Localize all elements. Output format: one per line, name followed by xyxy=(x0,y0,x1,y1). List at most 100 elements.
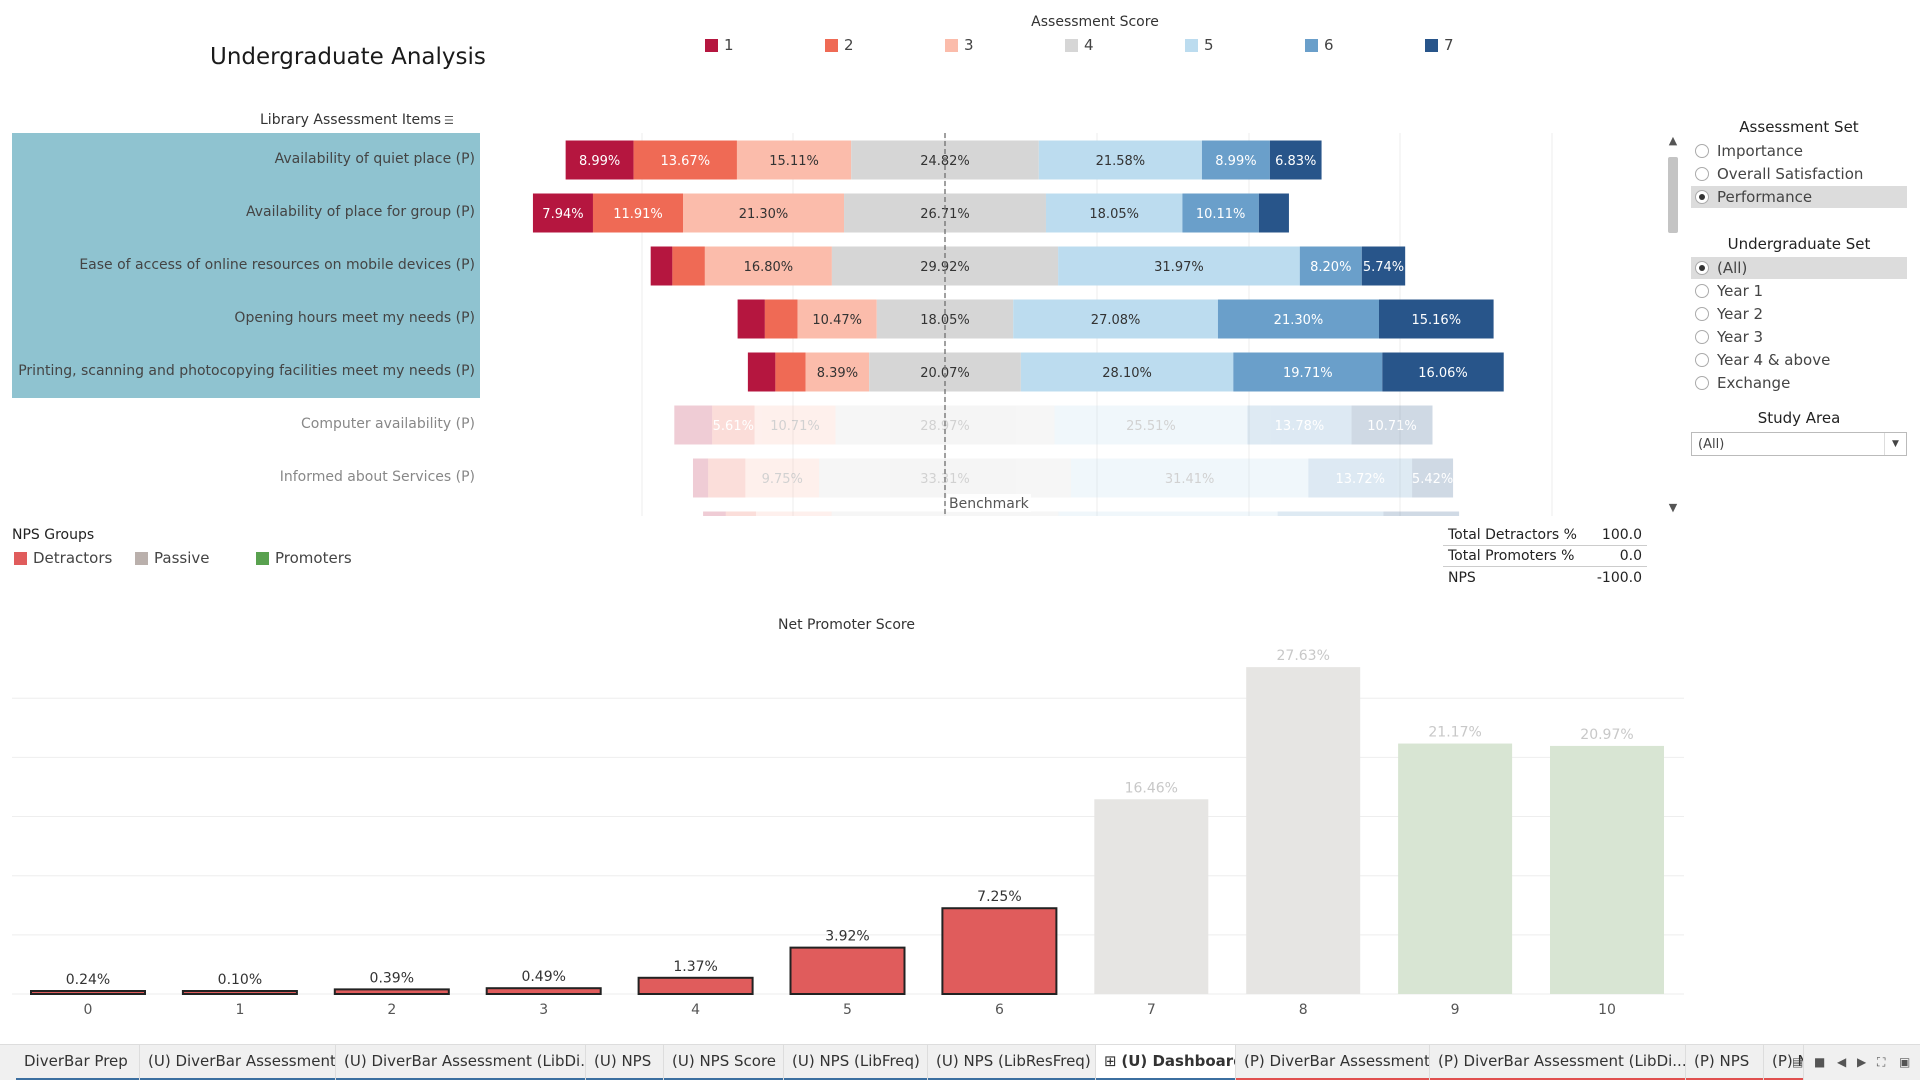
item-label[interactable]: Printing, scanning and photocopying faci… xyxy=(18,363,475,379)
radio-button[interactable] xyxy=(1695,261,1709,275)
nps-group-legend-item[interactable]: Passive xyxy=(135,549,209,567)
diverging-segment[interactable]: 13.67% xyxy=(633,140,737,180)
diverging-segment[interactable]: 15.16% xyxy=(1378,299,1494,339)
chart-scrollbar[interactable]: ▲ ▼ xyxy=(1664,133,1682,516)
diverging-segment[interactable] xyxy=(1277,511,1384,517)
tab-prev-icon[interactable]: ◀ xyxy=(1837,1055,1847,1069)
diverging-segment[interactable]: 7.94% xyxy=(532,193,593,233)
nps-bar[interactable]: 16.46% xyxy=(1094,780,1209,994)
presentation-icon[interactable]: ▣ xyxy=(1899,1055,1911,1069)
nps-bar[interactable]: 0.39% xyxy=(333,970,450,996)
chevron-down-icon[interactable]: ▼ xyxy=(1884,433,1906,455)
diverging-segment[interactable] xyxy=(1383,511,1460,517)
nps-bar[interactable]: 0.24% xyxy=(30,972,146,995)
diverging-segment[interactable]: 18.05% xyxy=(1045,193,1183,233)
diverging-segment[interactable]: 31.41% xyxy=(1070,458,1309,498)
score-legend-item[interactable]: 6 xyxy=(1305,36,1334,54)
diverging-segment[interactable]: 8.39% xyxy=(805,352,870,392)
nps-group-legend-item[interactable]: Detractors xyxy=(14,549,112,567)
item-label[interactable]: Computer availability (P) xyxy=(301,416,475,432)
sheet-tab[interactable]: DiverBar Prep xyxy=(16,1045,140,1080)
diverging-segment[interactable] xyxy=(672,246,705,286)
tab-grid-icon[interactable]: ■ xyxy=(1814,1055,1826,1069)
score-legend-item[interactable]: 4 xyxy=(1065,36,1094,54)
scroll-thumb[interactable] xyxy=(1668,157,1678,233)
diverging-segment[interactable]: 21.30% xyxy=(683,193,845,233)
radio-option[interactable]: Year 2 xyxy=(1691,303,1907,325)
diverging-segment[interactable]: 16.80% xyxy=(704,246,832,286)
diverging-segment[interactable]: 28.10% xyxy=(1020,352,1234,392)
nps-bar[interactable]: 0.10% xyxy=(181,972,298,995)
diverging-segment[interactable]: 10.71% xyxy=(754,405,836,445)
nps-bar[interactable]: 3.92% xyxy=(789,929,906,996)
scroll-up-icon[interactable]: ▲ xyxy=(1668,134,1678,147)
diverging-segment[interactable]: 5.74% xyxy=(1361,246,1406,286)
sheet-tab[interactable]: (P) DiverBar Assessment (LibDi... xyxy=(1430,1045,1686,1080)
diverging-segment[interactable] xyxy=(708,458,746,498)
diverging-segment[interactable]: 25.51% xyxy=(1054,405,1248,445)
diverging-segment[interactable] xyxy=(692,458,709,498)
diverging-segment[interactable]: 21.30% xyxy=(1217,299,1379,339)
sort-descending-icon[interactable]: ☰ xyxy=(444,114,454,127)
radio-button[interactable] xyxy=(1695,167,1709,181)
diverging-segment[interactable]: 10.71% xyxy=(1351,405,1433,445)
diverging-segment[interactable] xyxy=(725,511,756,517)
score-legend-item[interactable]: 7 xyxy=(1425,36,1454,54)
radio-button[interactable] xyxy=(1695,307,1709,321)
diverging-segment[interactable]: 16.06% xyxy=(1382,352,1504,392)
radio-button[interactable] xyxy=(1695,144,1709,158)
diverging-segment[interactable] xyxy=(747,352,776,392)
score-legend-item[interactable]: 1 xyxy=(705,36,734,54)
item-label[interactable]: Informed about Services (P) xyxy=(279,469,475,485)
diverging-segment[interactable]: 5.42% xyxy=(1412,458,1453,498)
sheet-tab[interactable]: (U) NPS xyxy=(586,1045,664,1080)
diverging-segment[interactable] xyxy=(650,246,673,286)
radio-option[interactable]: (All) xyxy=(1691,257,1907,279)
diverging-segment[interactable]: 19.71% xyxy=(1233,352,1383,392)
diverging-segment[interactable]: 8.20% xyxy=(1299,246,1362,286)
item-label[interactable]: Ease of access of online resources on mo… xyxy=(79,257,475,273)
tab-next-icon[interactable]: ▶ xyxy=(1857,1055,1867,1069)
diverging-segment[interactable] xyxy=(1258,193,1289,233)
radio-option[interactable]: Performance xyxy=(1691,186,1907,208)
diverging-bar-chart[interactable]: 8.99% 13.67% 15.11% 24.82% 21.58% 8.99% 6.83% 7… xyxy=(492,133,1662,516)
items-header[interactable]: Library Assessment Items ☰ xyxy=(260,112,454,128)
radio-button[interactable] xyxy=(1695,330,1709,344)
item-label[interactable]: Availability of place for group (P) xyxy=(246,204,475,220)
tab-list-icon[interactable]: ▤ xyxy=(1792,1055,1804,1069)
nps-bar[interactable]: 20.97% xyxy=(1550,727,1664,994)
sheet-tab[interactable]: ⊞ (U) Dashboard xyxy=(1096,1045,1236,1080)
fullscreen-icon[interactable]: ⛶ xyxy=(1877,1055,1886,1069)
score-legend-item[interactable]: 5 xyxy=(1185,36,1214,54)
radio-option[interactable]: Importance xyxy=(1691,140,1907,162)
nps-bar[interactable]: 1.37% xyxy=(637,959,754,996)
nps-group-legend-item[interactable]: Promoters xyxy=(256,549,352,567)
nps-bar[interactable]: 21.17% xyxy=(1398,725,1513,994)
diverging-segment[interactable] xyxy=(775,352,806,392)
sheet-tab[interactable]: (U) DiverBar Assessment xyxy=(140,1045,336,1080)
radio-option[interactable]: Year 3 xyxy=(1691,326,1907,348)
radio-option[interactable]: Overall Satisfaction xyxy=(1691,163,1907,185)
diverging-segment[interactable] xyxy=(1058,511,1278,517)
item-label[interactable]: Opening hours meet my needs (P) xyxy=(234,310,475,326)
scroll-down-icon[interactable]: ▼ xyxy=(1668,501,1678,514)
diverging-segment[interactable]: 27.08% xyxy=(1013,299,1218,339)
radio-option[interactable]: Year 1 xyxy=(1691,280,1907,302)
diverging-segment[interactable]: 13.78% xyxy=(1247,405,1352,445)
diverging-segment[interactable] xyxy=(737,299,765,339)
diverging-segment[interactable]: 13.72% xyxy=(1308,458,1413,498)
nps-bar[interactable]: 0.49% xyxy=(485,969,602,996)
radio-button[interactable] xyxy=(1695,376,1709,390)
item-label[interactable]: Availability of quiet place (P) xyxy=(274,151,475,167)
score-legend-item[interactable]: 2 xyxy=(825,36,854,54)
nps-bar-chart[interactable]: 0.24% 0 0.10% 1 0.39% 2 0.49% 3 1.37% 4 3.92% 5 7.25… xyxy=(12,640,1684,1020)
diverging-segment[interactable] xyxy=(674,405,713,445)
sheet-tab[interactable]: (P) NPS xyxy=(1686,1045,1764,1080)
diverging-segment[interactable]: 11.91% xyxy=(592,193,684,233)
diverging-segment[interactable]: 31.97% xyxy=(1058,246,1300,286)
study-area-dropdown[interactable]: (All) ▼ xyxy=(1691,432,1907,456)
diverging-segment[interactable]: 10.11% xyxy=(1182,193,1259,233)
sheet-tab[interactable]: (U) DiverBar Assessment (LibDi... xyxy=(336,1045,586,1080)
diverging-segment[interactable]: 15.11% xyxy=(736,140,852,180)
diverging-segment[interactable]: 9.75% xyxy=(745,458,820,498)
